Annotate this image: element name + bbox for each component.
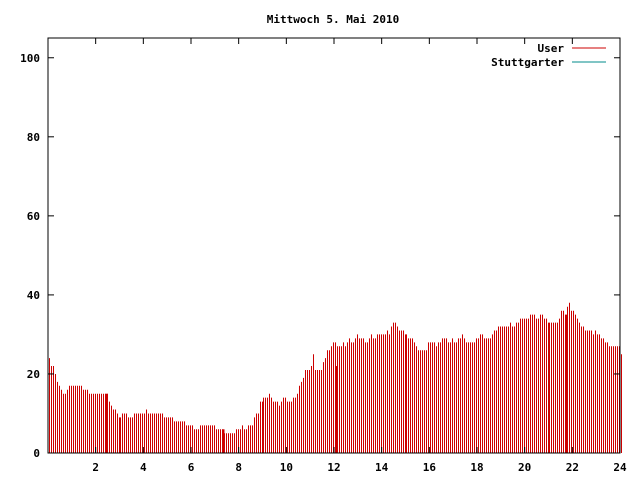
x-tick-label: 20 bbox=[518, 461, 531, 474]
x-tick-label: 16 bbox=[423, 461, 437, 474]
y-tick-label: 100 bbox=[20, 52, 40, 65]
x-tick-label: 22 bbox=[566, 461, 579, 474]
y-axis: 0 20 40 60 80 100 bbox=[20, 52, 620, 460]
x-tick-label: 6 bbox=[188, 461, 195, 474]
legend-label-user: User bbox=[538, 42, 565, 55]
x-tick-label: 14 bbox=[375, 461, 389, 474]
chart-title: Mittwoch 5. Mai 2010 bbox=[267, 13, 399, 26]
x-tick-label: 24 bbox=[613, 461, 627, 474]
y-tick-label: 20 bbox=[27, 368, 40, 381]
y-tick-label: 80 bbox=[27, 131, 40, 144]
y-tick-label: 0 bbox=[33, 447, 40, 460]
x-axis: 2 4 6 8 10 12 14 16 18 20 22 24 bbox=[92, 38, 627, 474]
x-tick-label: 10 bbox=[280, 461, 293, 474]
x-tick-label: 4 bbox=[140, 461, 147, 474]
x-tick-label: 18 bbox=[470, 461, 483, 474]
legend-label-stuttgarter: Stuttgarter bbox=[491, 56, 564, 69]
user-spikes bbox=[105, 314, 568, 453]
y-tick-label: 60 bbox=[27, 210, 40, 223]
user-bars bbox=[49, 302, 622, 453]
x-tick-label: 12 bbox=[327, 461, 340, 474]
x-tick-label: 2 bbox=[92, 461, 99, 474]
x-tick-label: 8 bbox=[235, 461, 242, 474]
y-tick-label: 40 bbox=[27, 289, 40, 302]
legend: User Stuttgarter bbox=[491, 42, 606, 69]
